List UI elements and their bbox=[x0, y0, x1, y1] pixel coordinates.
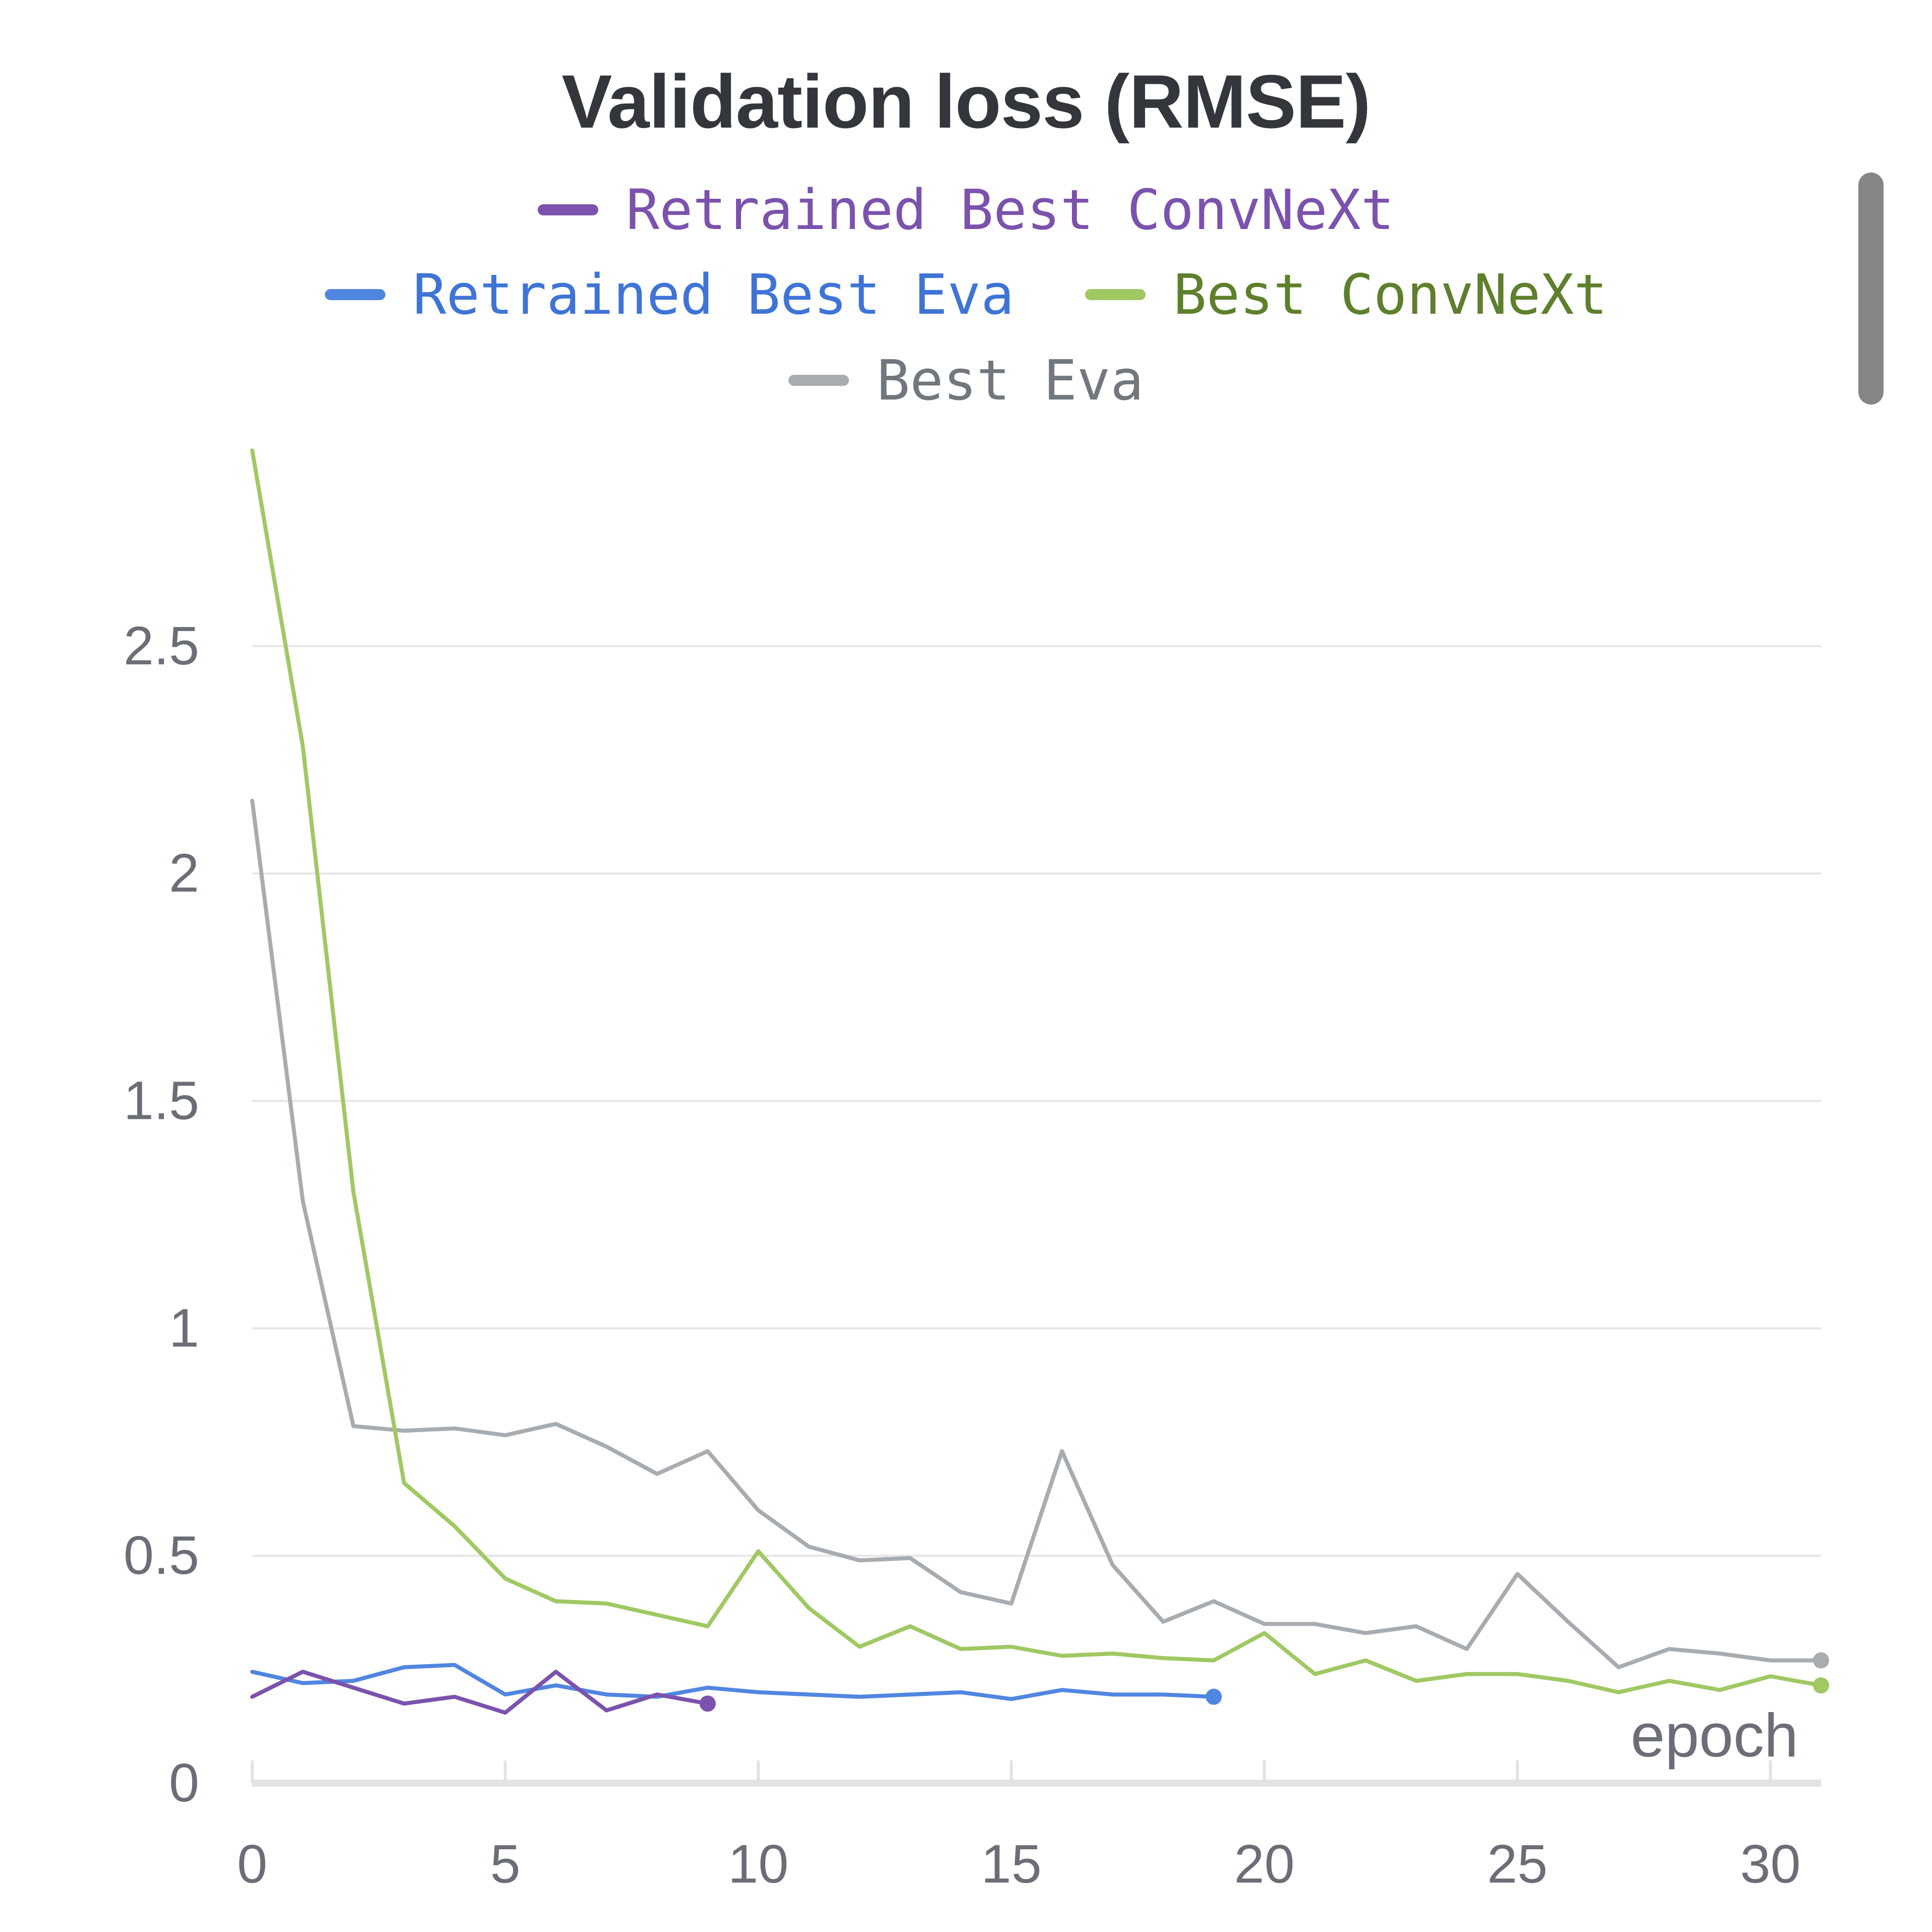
legend-row-2: Retrained Best Eva Best ConvNeXt bbox=[0, 262, 1932, 327]
legend-item-best-eva[interactable]: Best Eva bbox=[788, 348, 1144, 413]
x-tick-label-2: 10 bbox=[728, 1833, 788, 1894]
series-end-marker-retrained-best-convnext bbox=[699, 1695, 716, 1712]
legend-label-retrained-best-eva: Retrained Best Eva bbox=[413, 262, 1014, 327]
series-line-best-convnext bbox=[250, 448, 1823, 1694]
x-tick-label-0: 0 bbox=[237, 1833, 267, 1894]
x-tick-label-1: 5 bbox=[490, 1833, 521, 1894]
legend-item-retrained-best-convnext[interactable]: Retrained Best ConvNeXt bbox=[537, 178, 1395, 242]
legend-item-retrained-best-eva[interactable]: Retrained Best Eva bbox=[324, 262, 1014, 327]
y-tick-label-4: 2 bbox=[169, 842, 199, 903]
x-tick-label-6: 30 bbox=[1740, 1833, 1801, 1894]
y-tick-label-2: 1 bbox=[169, 1297, 199, 1358]
legend-row-1: Retrained Best ConvNeXt bbox=[0, 178, 1932, 242]
legend-label-best-convnext: Best ConvNeXt bbox=[1173, 262, 1608, 327]
legend-item-best-convnext[interactable]: Best ConvNeXt bbox=[1085, 262, 1608, 327]
legend-row-3: Best Eva bbox=[0, 348, 1932, 413]
chart-title: Validation loss (RMSE) bbox=[561, 59, 1371, 144]
series-end-marker-best-eva bbox=[1813, 1652, 1829, 1669]
scrollbar-thumb[interactable] bbox=[1858, 173, 1884, 405]
legend-swatch-best-convnext bbox=[1085, 289, 1146, 300]
series-end-marker-best-convnext bbox=[1813, 1677, 1829, 1694]
y-tick-label-5: 2.5 bbox=[124, 615, 199, 676]
series-line-retrained-best-eva bbox=[250, 1663, 1216, 1701]
legend-label-best-eva: Best Eva bbox=[876, 348, 1144, 413]
y-tick-label-1: 0.5 bbox=[124, 1524, 199, 1585]
series-end-marker-retrained-best-eva bbox=[1206, 1688, 1222, 1705]
y-tick-label-0: 0 bbox=[169, 1752, 199, 1813]
legend-label-retrained-best-convnext: Retrained Best ConvNeXt bbox=[626, 178, 1395, 242]
legend-swatch-retrained-best-convnext bbox=[537, 204, 598, 215]
y-tick-label-3: 1.5 bbox=[124, 1070, 199, 1131]
x-axis-label: epoch bbox=[1631, 1701, 1798, 1770]
x-tick-label-3: 15 bbox=[981, 1833, 1042, 1894]
legend-swatch-retrained-best-eva bbox=[324, 289, 385, 300]
x-tick-label-4: 20 bbox=[1234, 1833, 1294, 1894]
series-line-retrained-best-convnext bbox=[250, 1670, 710, 1715]
x-tick-label-5: 25 bbox=[1487, 1833, 1548, 1894]
series-line-best-eva bbox=[250, 799, 1823, 1670]
legend-swatch-best-eva bbox=[788, 375, 849, 386]
